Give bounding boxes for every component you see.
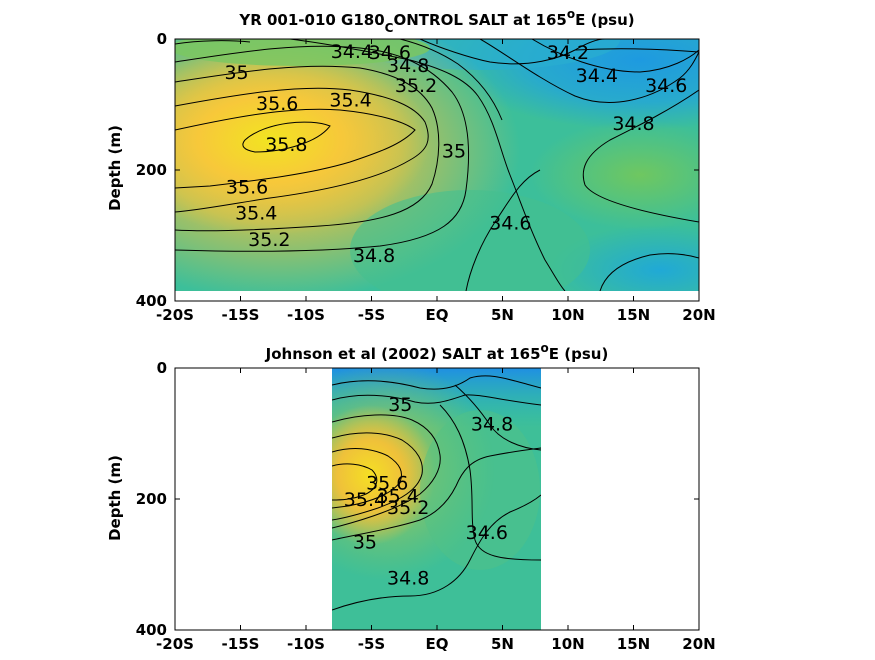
contour-label: 35 xyxy=(442,140,466,162)
contour-label: 34.4 xyxy=(331,41,373,63)
contour-label: 35.6 xyxy=(256,93,298,115)
contour-label: 35.4 xyxy=(344,489,386,511)
contour-label: 35 xyxy=(388,394,412,416)
x-tick-label: -10S xyxy=(287,635,325,653)
panel-2-ticks xyxy=(174,367,700,631)
x-tick-label: 15N xyxy=(617,635,650,653)
contour-label: 35.4 xyxy=(377,486,419,508)
contour-label: 35.4 xyxy=(329,89,371,111)
panel-2-field xyxy=(332,368,541,630)
contour-label: 35.2 xyxy=(248,229,290,251)
panel-2-title: Johnson et al (2002) SALT at 165oE (psu) xyxy=(265,341,609,363)
x-tick-label: -15S xyxy=(222,306,260,324)
panel-2-ytick-labels: 0 200 400 xyxy=(136,359,167,639)
y-tick-label: 400 xyxy=(136,292,167,310)
x-tick-label: 20N xyxy=(682,306,715,324)
x-tick-label: EQ xyxy=(426,635,449,653)
x-tick-label: -5S xyxy=(358,306,385,324)
y-tick-label: 0 xyxy=(157,359,167,377)
x-tick-label: 10N xyxy=(551,306,584,324)
contour-label: 34.6 xyxy=(489,212,531,234)
contour-label: 34.8 xyxy=(387,55,429,77)
x-tick-label: 5N xyxy=(491,635,514,653)
panel-1-field xyxy=(175,39,699,291)
panel-2-ylabel: Depth (m) xyxy=(106,455,124,541)
contour-label: 35.2 xyxy=(387,497,429,519)
panel-2-contour-labels: 35 34.8 35.635.435.4 35.2 35 34.6 34.8 xyxy=(344,394,513,590)
contour-label: 35 xyxy=(224,62,248,84)
contour-label: 34.6 xyxy=(369,42,411,64)
contour-label: 35.2 xyxy=(395,75,437,97)
panel-2-xtick-labels: -20S -15S -10S -5S EQ 5N 10N 15N 20N xyxy=(156,635,716,653)
contour-label: 34.4 xyxy=(576,65,618,87)
x-tick-label: 20N xyxy=(682,635,715,653)
contour-label: 35 xyxy=(353,532,377,554)
x-tick-label: 5N xyxy=(491,306,514,324)
contour-label: 35.6 xyxy=(226,176,268,198)
panel-1-xtick-labels: -20S -15S -10S -5S EQ 5N 10N 15N 20N xyxy=(156,306,716,324)
panel-1-title: YR 001-010 G180CONTROL SALT at 165oE (ps… xyxy=(238,7,634,35)
y-tick-label: 200 xyxy=(136,161,167,179)
panel-1-ylabel: Depth (m) xyxy=(106,125,124,211)
contour-label: 34.6 xyxy=(645,75,687,97)
contour-label: 35.6 xyxy=(366,473,408,495)
contour-label: 35.4 xyxy=(235,203,277,225)
contour-label: 34.8 xyxy=(353,245,395,267)
contour-label: 34.2 xyxy=(547,42,589,64)
contour-label: 34.8 xyxy=(387,568,429,590)
contour-label: 35.8 xyxy=(265,134,307,156)
x-tick-label: -15S xyxy=(222,635,260,653)
panel-1-ticks xyxy=(174,38,700,302)
panel-2-contours xyxy=(332,375,541,611)
y-tick-label: 400 xyxy=(136,621,167,639)
contour-label: 34.8 xyxy=(612,113,654,135)
contour-label: 34.6 xyxy=(466,522,508,544)
y-tick-label: 0 xyxy=(157,30,167,48)
contour-label: 34.8 xyxy=(471,414,513,436)
x-tick-label: -20S xyxy=(156,306,194,324)
panel-1-ytick-labels: 0 200 400 xyxy=(136,30,167,310)
panel-1: -20S -15S -10S -5S EQ 5N 10N 15N 20N 0 200 400 34.… xyxy=(106,7,716,324)
y-tick-label: 200 xyxy=(136,490,167,508)
x-tick-label: 15N xyxy=(617,306,650,324)
x-tick-label: -10S xyxy=(287,306,325,324)
x-tick-label: 10N xyxy=(551,635,584,653)
x-tick-label: -20S xyxy=(156,635,194,653)
x-tick-label: EQ xyxy=(426,306,449,324)
x-tick-label: -5S xyxy=(358,635,385,653)
panel-1-contours xyxy=(175,39,699,291)
